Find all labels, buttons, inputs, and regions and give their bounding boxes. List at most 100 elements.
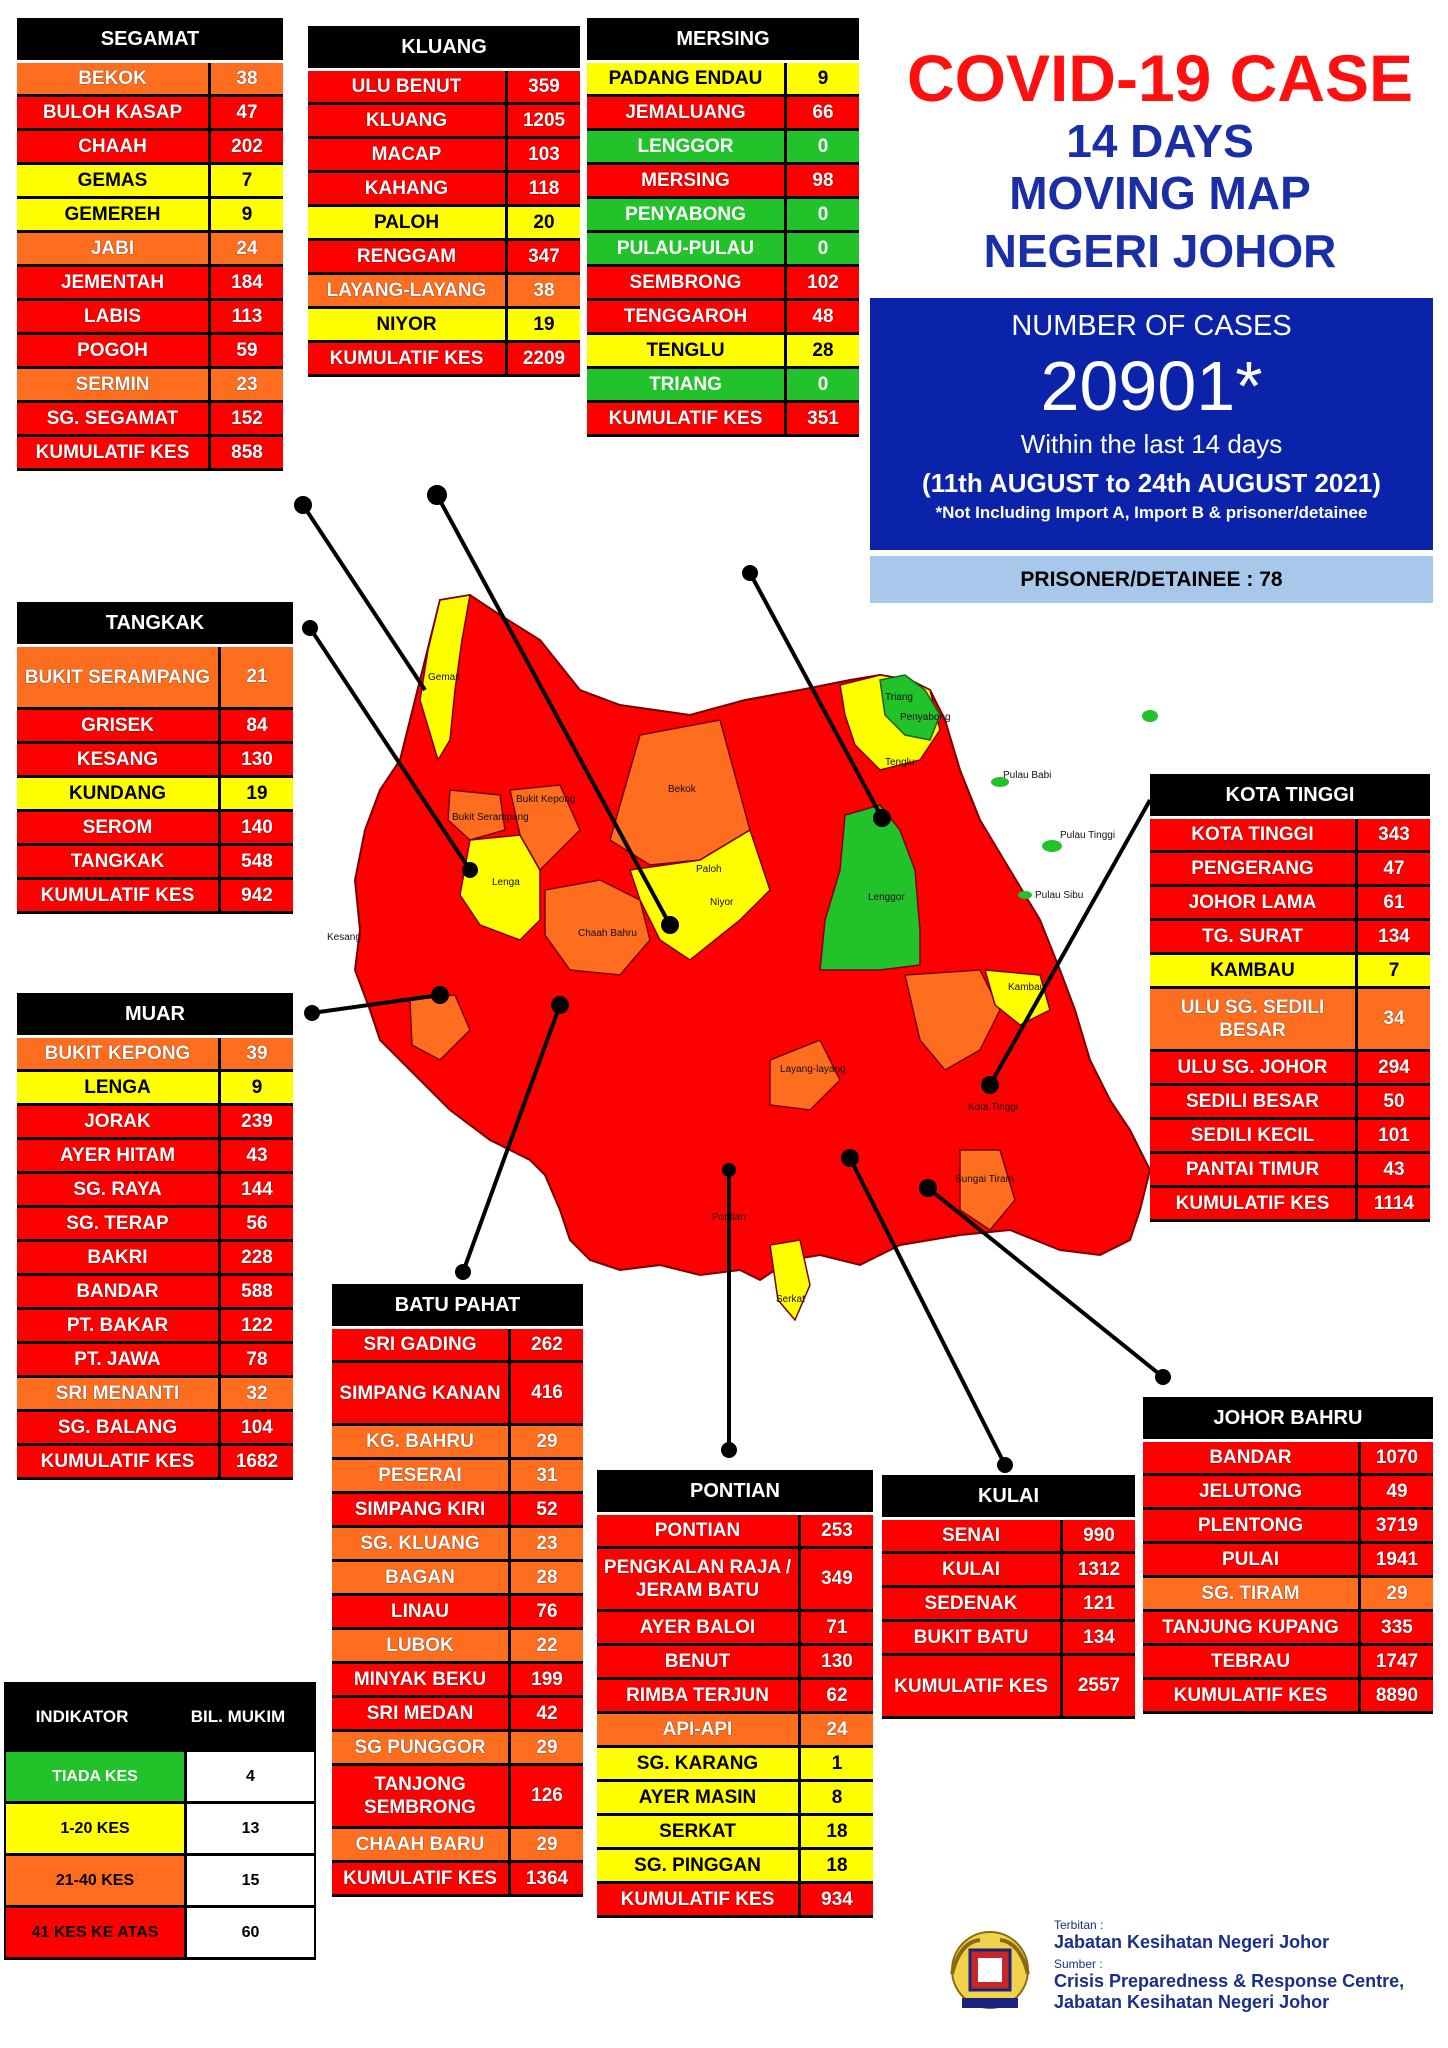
case-count: 18 — [826, 1820, 848, 1842]
table-kluang: KLUANG ULU BENUT 359 KLUANG 1205 MACAP 103 KAHA… — [308, 26, 580, 377]
mukim-name: MINYAK BEKU — [332, 1664, 511, 1695]
case-count: 23 — [536, 1532, 558, 1554]
table-row: BEKOK 38 — [17, 63, 283, 97]
table-row: PESERAI 31 — [332, 1460, 583, 1494]
table-row: PANTAI TIMUR 43 — [1150, 1154, 1430, 1188]
table-row: RIMBA TERJUN 62 — [597, 1680, 873, 1714]
case-count: 548 — [241, 850, 273, 872]
region-kambau — [983, 969, 1051, 1026]
map-label-pulau-tinggi: Pulau Tinggi — [1060, 830, 1115, 841]
table-row: JOHOR LAMA 61 — [1150, 887, 1430, 921]
mukim-name: ULU SG. JOHOR — [1150, 1052, 1358, 1083]
district-header: KLUANG — [308, 26, 580, 71]
case-count: 130 — [821, 1650, 853, 1672]
table-row: TANJUNG KUPANG 335 — [1143, 1612, 1433, 1646]
region-gemas — [419, 594, 471, 762]
map-label-tenglu: Tenglu — [885, 757, 914, 768]
mukim-name: TG. SURAT — [1150, 921, 1358, 952]
table-row: SRI GADING 262 — [332, 1329, 583, 1363]
mukim-name: TANGKAK — [17, 846, 221, 877]
table-row: PLENTONG 3719 — [1143, 1510, 1433, 1544]
table-row: SG. BALANG 104 — [17, 1412, 293, 1446]
mukim-name: KUMULATIF KES — [597, 1884, 801, 1915]
mukim-name: LENGGOR — [587, 131, 787, 162]
case-count: 121 — [1083, 1592, 1115, 1614]
case-count: 0 — [817, 373, 829, 395]
table-row: SEROM 140 — [17, 812, 293, 846]
table-row: ULU SG. SEDILI BESAR 34 — [1150, 989, 1430, 1052]
table-row: LUBOK 22 — [332, 1630, 583, 1664]
table-row: PADANG ENDAU 9 — [587, 63, 859, 97]
mukim-name: AYER MASIN — [597, 1782, 801, 1813]
mukim-name: KULAI — [882, 1554, 1063, 1585]
johor-landmass — [353, 593, 1152, 1282]
case-count: 134 — [1083, 1626, 1115, 1648]
mukim-name: PLENTONG — [1143, 1510, 1361, 1541]
case-count: 84 — [246, 714, 268, 736]
mukim-name: LUBOK — [332, 1630, 511, 1661]
mukim-name: ULU SG. SEDILI BESAR — [1150, 989, 1358, 1049]
table-row: SG. RAYA 144 — [17, 1174, 293, 1208]
mukim-name: GEMAS — [17, 165, 211, 196]
table-row: KULAI 1312 — [882, 1554, 1135, 1588]
mukim-name: SG. KLUANG — [332, 1528, 511, 1559]
mukim-name: PT. BAKAR — [17, 1310, 221, 1341]
table-row: PULAU-PULAU 0 — [587, 233, 859, 267]
case-count: 335 — [1381, 1616, 1413, 1638]
case-count: 50 — [1383, 1090, 1405, 1112]
mukim-name: PANTAI TIMUR — [1150, 1154, 1358, 1185]
legend-count: 13 — [187, 1804, 316, 1853]
table-row: SG. PINGGAN 18 — [597, 1850, 873, 1884]
table-row: MINYAK BEKU 199 — [332, 1664, 583, 1698]
map-regions — [353, 593, 1158, 1322]
case-count: 130 — [241, 748, 273, 770]
table-row: KUMULATIF KES 942 — [17, 880, 293, 914]
case-count: 103 — [528, 143, 560, 165]
mukim-name: KUMULATIF KES — [1150, 1188, 1358, 1219]
table-row: TRIANG 0 — [587, 369, 859, 403]
mukim-name: SENAI — [882, 1520, 1063, 1551]
mukim-name: PT. JAWA — [17, 1344, 221, 1375]
case-count: 78 — [246, 1348, 268, 1370]
case-count: 228 — [241, 1246, 273, 1268]
mukim-name: AYER BALOI — [597, 1612, 801, 1643]
table-row: SERKAT 18 — [597, 1816, 873, 1850]
table-row: JEMENTAH 184 — [17, 267, 283, 301]
case-count: 56 — [246, 1212, 268, 1234]
island-tioman — [1142, 710, 1158, 722]
case-count: 29 — [536, 1833, 558, 1855]
mukim-name: JABI — [17, 233, 211, 264]
mukim-name: AYER HITAM — [17, 1140, 221, 1171]
case-count: 23 — [236, 373, 258, 395]
table-row: TENGLU 28 — [587, 335, 859, 369]
case-count: 1747 — [1375, 1650, 1419, 1672]
table-row: BANDAR 1070 — [1143, 1442, 1433, 1476]
case-count: 0 — [817, 203, 829, 225]
case-count: 0 — [817, 135, 829, 157]
mukim-name: SEMBRONG — [587, 267, 787, 298]
table-batu-pahat: BATU PAHAT SRI GADING 262 SIMPANG KANAN 416 K… — [332, 1284, 583, 1897]
district-header: MUAR — [17, 993, 293, 1038]
island-tinggi — [1042, 840, 1062, 852]
mukim-name: TANJONG SEMBRONG — [332, 1766, 511, 1826]
map-label-chaah-bahru: Chaah Bahru — [578, 928, 637, 939]
mukim-name: SERMIN — [17, 369, 211, 400]
table-row: TENGGAROH 48 — [587, 301, 859, 335]
table-row: KUMULATIF KES 1114 — [1150, 1188, 1430, 1222]
case-count: 9 — [241, 203, 253, 225]
region-sg-tiram — [959, 1149, 1016, 1231]
case-count: 71 — [826, 1616, 848, 1638]
mukim-name: PADANG ENDAU — [587, 63, 787, 94]
case-count: 43 — [1383, 1158, 1405, 1180]
table-row: LENGA 9 — [17, 1072, 293, 1106]
case-count: 122 — [241, 1314, 273, 1336]
case-count: 199 — [531, 1668, 563, 1690]
case-count: 990 — [1083, 1524, 1115, 1546]
mukim-name: TANJUNG KUPANG — [1143, 1612, 1361, 1643]
case-count: 140 — [241, 816, 273, 838]
mukim-name: PENGERANG — [1150, 853, 1358, 884]
case-count: 22 — [536, 1634, 558, 1656]
table-row: AYER MASIN 8 — [597, 1782, 873, 1816]
table-row: PENGERANG 47 — [1150, 853, 1430, 887]
case-count: 1 — [831, 1752, 843, 1774]
